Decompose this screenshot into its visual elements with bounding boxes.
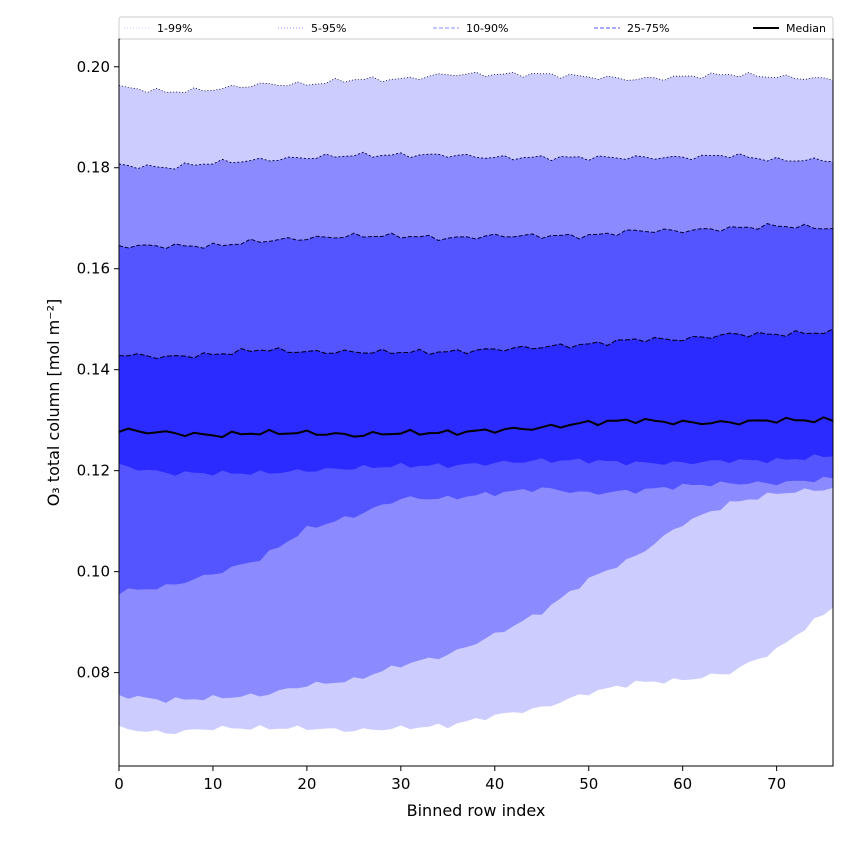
band-10to90-upper-edge	[119, 223, 833, 250]
y-tick-label-4: 0.16	[77, 260, 110, 278]
y-tick-label-2: 0.12	[77, 462, 110, 480]
x-tick-label-10: 10	[203, 775, 222, 793]
legend-label-25to75: 25-75%	[627, 22, 669, 35]
legend-label-median: Median	[786, 22, 826, 35]
x-tick-label-20: 20	[297, 775, 316, 793]
legend-label-1to99: 1-99%	[157, 22, 192, 35]
x-axis-title: Binned row index	[407, 801, 546, 820]
x-tick-label-70: 70	[767, 775, 786, 793]
x-tick-label-30: 30	[391, 775, 410, 793]
x-axis: 0 10 20 30 40 50 60 70	[114, 766, 786, 793]
band-1to99-upper-edge	[119, 71, 833, 94]
legend-label-10to90: 10-90%	[466, 22, 508, 35]
plot-area	[118, 38, 834, 767]
band-25to75-upper-edge	[119, 328, 833, 360]
legend-label-5to95: 5-95%	[311, 22, 346, 35]
median-line	[119, 416, 833, 439]
x-tick-label-60: 60	[673, 775, 692, 793]
legend-box	[118, 16, 834, 40]
y-tick-label-5: 0.18	[77, 159, 110, 177]
y-tick-label-1: 0.10	[77, 563, 110, 581]
y-axis: 0.08 0.10 0.12 0.14 0.16 0.18 0.20	[77, 58, 119, 682]
band-5to95-upper-edge	[119, 151, 833, 170]
x-tick-label-40: 40	[485, 775, 504, 793]
x-tick-label-50: 50	[579, 775, 598, 793]
bands-group	[119, 71, 833, 734]
y-axis-title: O₃ total column [mol m⁻²]	[44, 299, 63, 507]
x-tick-label-0: 0	[114, 775, 124, 793]
y-tick-label-3: 0.14	[77, 361, 110, 379]
band-25to75	[119, 329, 833, 476]
y-tick-label-0: 0.08	[77, 664, 110, 682]
legend: 1-99% 5-95% 10-90% 25-75% Median	[118, 16, 834, 40]
y-tick-label-6: 0.20	[77, 58, 110, 76]
